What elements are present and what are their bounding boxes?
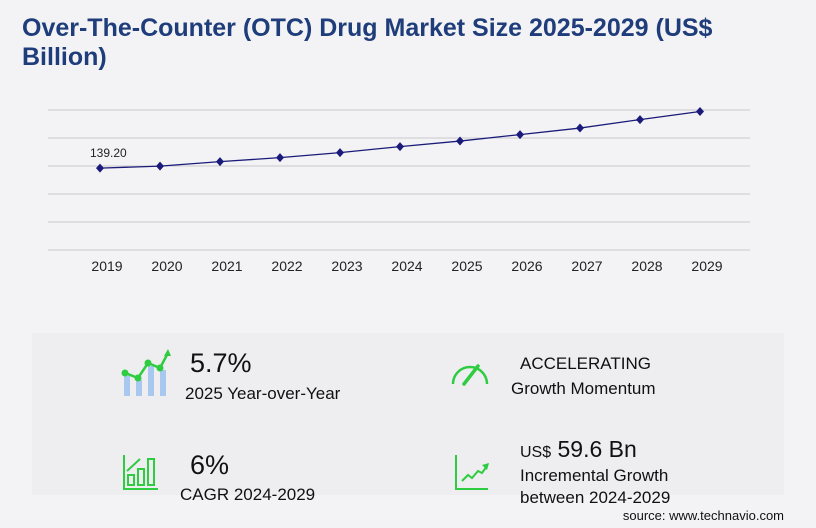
cagr-value: 6%: [190, 450, 230, 480]
x-tick-label: 2029: [691, 258, 722, 274]
data-point-2029: [696, 107, 704, 117]
currency-prefix: US$: [520, 444, 552, 461]
x-tick-label: 2027: [571, 258, 602, 274]
x-tick-label: 2021: [211, 258, 242, 274]
data-point-2027: [576, 123, 584, 133]
x-tick-label: 2023: [331, 258, 362, 274]
x-tick-label: 2019: [91, 258, 122, 274]
chart-title: Over-The-Counter (OTC) Drug Market Size …: [22, 14, 713, 71]
incremental-label-2: between 2024-2029: [520, 488, 671, 507]
data-point-2021: [216, 157, 224, 167]
data-point-2028: [636, 115, 644, 125]
bar-chart-icon: [123, 455, 158, 490]
source-text: source: www.technavio.com: [622, 508, 784, 523]
data-point-2020: [156, 161, 164, 171]
x-tick-label: 2020: [151, 258, 182, 274]
data-point-2024: [396, 142, 404, 152]
incremental-amount: 59.6 Bn: [557, 436, 637, 462]
growth-line-icon: [455, 455, 489, 490]
data-point-2022: [276, 153, 284, 163]
stats-panel: [32, 333, 784, 495]
incremental-label-1: Incremental Growth: [520, 466, 669, 485]
series-line: [99, 110, 701, 169]
x-tick-label: 2022: [271, 258, 302, 274]
data-point-2026: [516, 130, 524, 140]
bar-trend-icon: [121, 349, 171, 396]
data-point-2019: [96, 163, 104, 173]
line-chart: 2019 2020 2021 2022 2023 2024 2025 2026 2027 2028…: [48, 107, 750, 274]
momentum-value: ACCELERATING: [520, 354, 651, 373]
momentum-label: Growth Momentum: [511, 379, 656, 398]
data-label: 139.20: [90, 146, 127, 160]
cagr-label: CAGR 2024-2029: [180, 485, 316, 504]
data-point-2025: [456, 136, 464, 146]
data-point-2023: [336, 148, 344, 158]
x-tick-label: 2025: [451, 258, 482, 274]
yoy-label: 2025 Year-over-Year: [185, 384, 341, 403]
x-tick-label: 2028: [631, 258, 662, 274]
incremental-value: US$ 59.6 Bn: [520, 436, 637, 463]
speedometer-icon: [451, 364, 489, 386]
x-tick-label: 2024: [391, 258, 422, 274]
yoy-value: 5.7%: [190, 348, 252, 378]
x-tick-label: 2026: [511, 258, 542, 274]
